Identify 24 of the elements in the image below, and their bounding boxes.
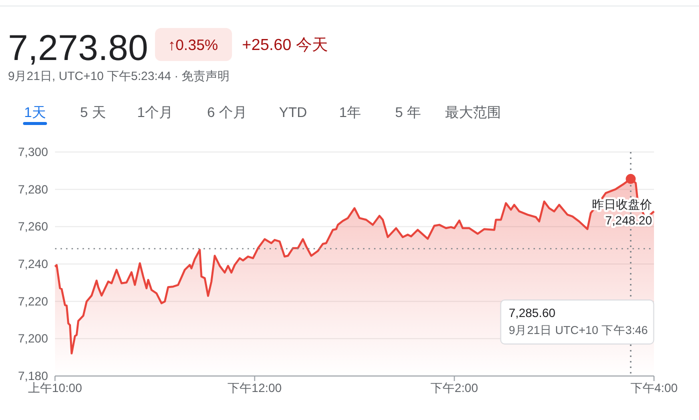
y-tick-label: 7,260	[18, 220, 48, 234]
y-tick-label: 7,200	[18, 332, 48, 346]
x-tick-label: 下午4:00	[630, 381, 678, 395]
x-tick-label: 下午2:00	[430, 381, 478, 395]
text: 1年	[339, 104, 361, 120]
y-tick-label: 7,220	[18, 294, 48, 308]
text: 5 年	[395, 104, 421, 120]
text: +25.60 今天	[242, 37, 328, 54]
x-tick-label: 上午10:00	[28, 381, 82, 395]
text: ↑0.35%	[168, 37, 218, 54]
text: 1天	[24, 104, 46, 120]
y-tick-label: 7,300	[18, 145, 48, 159]
y-tick-label: 7,180	[18, 369, 48, 383]
text: 最大范围	[445, 104, 501, 120]
x-tick-label: 下午12:00	[228, 381, 282, 395]
chart-title: 7,273.80	[8, 27, 148, 68]
text: 1个月	[137, 104, 173, 120]
chart-subtitle: 9月21日, UTC+10 下午5:23:44 · 免责声明	[8, 69, 230, 83]
annotation: 7,285.60 9月21日 UTC+10 下午3:46	[508, 306, 648, 337]
y-tick-label: 7,280	[18, 182, 48, 196]
text: YTD	[279, 104, 307, 120]
text: 5 天	[80, 104, 106, 120]
y-tick-label: 7,240	[18, 257, 48, 271]
text: 6 个月	[207, 104, 247, 120]
